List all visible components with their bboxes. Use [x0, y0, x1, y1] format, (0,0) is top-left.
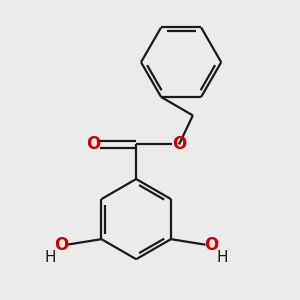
Text: O: O — [204, 236, 218, 254]
Text: O: O — [54, 236, 68, 254]
Text: O: O — [172, 136, 186, 154]
Text: H: H — [45, 250, 56, 265]
Text: O: O — [86, 136, 100, 154]
Text: H: H — [216, 250, 228, 265]
